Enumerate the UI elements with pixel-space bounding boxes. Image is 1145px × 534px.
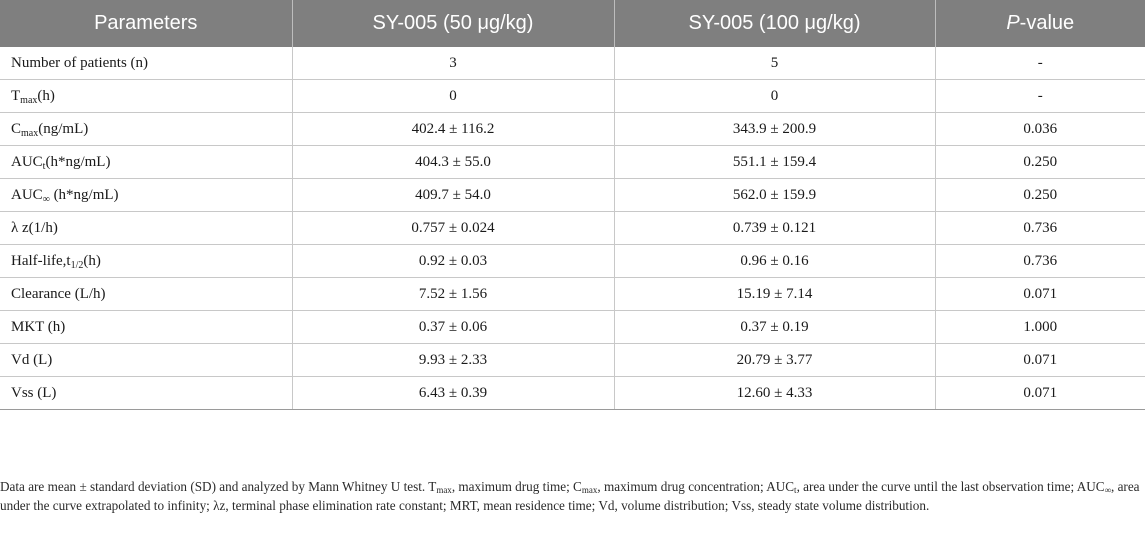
param-subscript: max xyxy=(20,94,38,106)
footnote-text: , maximum drug time; C xyxy=(451,479,582,494)
p-value-cell: - xyxy=(935,79,1145,113)
param-base: AUC xyxy=(11,186,43,203)
table-body: Number of patients (n) 3 5 - Tmax(h) 0 0… xyxy=(0,47,1145,410)
param-cell: AUCt(h*ng/mL) xyxy=(0,145,293,179)
header-dose-50: SY-005 (50 μg/kg) xyxy=(292,0,615,47)
value-100-cell: 562.0 ± 159.9 xyxy=(614,178,936,212)
param-unit: (h) xyxy=(37,87,55,104)
table-footnote: Data are mean ± standard deviation (SD) … xyxy=(0,478,1140,515)
p-value-cell: 0.071 xyxy=(935,277,1145,311)
p-value-cell: 1.000 xyxy=(935,310,1145,344)
param-cell: Tmax(h) xyxy=(0,79,293,113)
value-100-cell: 551.1 ± 159.4 xyxy=(614,145,936,179)
value-100-cell: 0.739 ± 0.121 xyxy=(614,211,936,245)
value-50-cell: 402.4 ± 116.2 xyxy=(292,112,615,146)
value-100-cell: 0 xyxy=(614,79,936,113)
footnote-subscript: max xyxy=(581,485,598,495)
value-50-cell: 0.37 ± 0.06 xyxy=(292,310,615,344)
table-row: Clearance (L/h) 7.52 ± 1.56 15.19 ± 7.14… xyxy=(0,277,1145,311)
p-value-cell: 0.071 xyxy=(935,376,1145,410)
param-cell: MKT (h) xyxy=(0,310,293,344)
value-100-cell: 15.19 ± 7.14 xyxy=(614,277,936,311)
param-cell: Half-life,t1/2(h) xyxy=(0,244,293,278)
p-value-cell: 0.736 xyxy=(935,211,1145,245)
p-value-cell: 0.250 xyxy=(935,145,1145,179)
footnote-subscript: max xyxy=(436,485,452,495)
value-50-cell: 3 xyxy=(292,47,615,80)
value-50-cell: 0.92 ± 0.03 xyxy=(292,244,615,278)
param-subscript: max xyxy=(21,127,39,139)
param-unit: (ng/mL) xyxy=(38,120,89,137)
table-row: Half-life,t1/2(h) 0.92 ± 0.03 0.96 ± 0.1… xyxy=(0,244,1145,278)
value-100-cell: 5 xyxy=(614,47,936,80)
param-cell: Number of patients (n) xyxy=(0,47,293,80)
header-p-value: P-value xyxy=(935,0,1145,47)
table-row: Number of patients (n) 3 5 - xyxy=(0,47,1145,80)
p-suffix: -value xyxy=(1019,12,1075,34)
param-subscript: ∞ xyxy=(42,193,50,205)
p-value-cell: 0.071 xyxy=(935,343,1145,377)
footnote-text: , area under the curve extrapolated to i… xyxy=(0,479,1140,513)
param-unit: (h*ng/mL) xyxy=(45,153,111,170)
param-base: Half-life,t xyxy=(11,252,71,269)
footnote-subscript: ∞ xyxy=(1104,485,1111,495)
p-value-cell: 0.250 xyxy=(935,178,1145,212)
p-value-cell: 0.736 xyxy=(935,244,1145,278)
value-100-cell: 343.9 ± 200.9 xyxy=(614,112,936,146)
p-letter: P xyxy=(1006,12,1020,34)
table-row: AUC∞ (h*ng/mL) 409.7 ± 54.0 562.0 ± 159.… xyxy=(0,178,1145,212)
table-row: AUCt(h*ng/mL) 404.3 ± 55.0 551.1 ± 159.4… xyxy=(0,145,1145,179)
table-header: Parameters SY-005 (50 μg/kg) SY-005 (100… xyxy=(0,0,1145,47)
value-100-cell: 20.79 ± 3.77 xyxy=(614,343,936,377)
value-100-cell: 0.37 ± 0.19 xyxy=(614,310,936,344)
value-100-cell: 12.60 ± 4.33 xyxy=(614,376,936,410)
table-row: Vd (L) 9.93 ± 2.33 20.79 ± 3.77 0.071 xyxy=(0,343,1145,377)
value-50-cell: 0.757 ± 0.024 xyxy=(292,211,615,245)
param-cell: Clearance (L/h) xyxy=(0,277,293,311)
param-cell: λ z(1/h) xyxy=(0,211,293,245)
header-parameters: Parameters xyxy=(0,0,293,47)
value-50-cell: 6.43 ± 0.39 xyxy=(292,376,615,410)
value-50-cell: 409.7 ± 54.0 xyxy=(292,178,615,212)
param-subscript: t xyxy=(42,160,46,172)
param-subscript: 1/2 xyxy=(70,259,84,271)
param-cell: Cmax(ng/mL) xyxy=(0,112,293,146)
table-row: MKT (h) 0.37 ± 0.06 0.37 ± 0.19 1.000 xyxy=(0,310,1145,344)
table-row: λ z(1/h) 0.757 ± 0.024 0.739 ± 0.121 0.7… xyxy=(0,211,1145,245)
table-row: Cmax(ng/mL) 402.4 ± 116.2 343.9 ± 200.9 … xyxy=(0,112,1145,146)
value-50-cell: 9.93 ± 2.33 xyxy=(292,343,615,377)
param-cell: AUC∞ (h*ng/mL) xyxy=(0,178,293,212)
table-row: Tmax(h) 0 0 - xyxy=(0,79,1145,113)
param-base: AUC xyxy=(11,153,43,170)
footnote-subscript: t xyxy=(794,485,797,495)
footnote-text: , area under the curve until the last ob… xyxy=(796,479,1105,494)
header-dose-100: SY-005 (100 μg/kg) xyxy=(614,0,936,47)
p-value-cell: - xyxy=(935,47,1145,80)
footnote-text: Data are mean ± standard deviation (SD) … xyxy=(0,479,437,494)
param-cell: Vd (L) xyxy=(0,343,293,377)
param-unit: (h*ng/mL) xyxy=(49,186,119,203)
footnote-text: , maximum drug concentration; AUC xyxy=(597,479,795,494)
value-50-cell: 7.52 ± 1.56 xyxy=(292,277,615,311)
pk-parameters-table: Parameters SY-005 (50 μg/kg) SY-005 (100… xyxy=(0,0,1145,410)
value-100-cell: 0.96 ± 0.16 xyxy=(614,244,936,278)
param-unit: (h) xyxy=(83,252,101,269)
value-50-cell: 0 xyxy=(292,79,615,113)
p-value-cell: 0.036 xyxy=(935,112,1145,146)
param-cell: Vss (L) xyxy=(0,376,293,410)
param-base: C xyxy=(11,120,22,137)
value-50-cell: 404.3 ± 55.0 xyxy=(292,145,615,179)
param-base: T xyxy=(11,87,21,104)
table-row: Vss (L) 6.43 ± 0.39 12.60 ± 4.33 0.071 xyxy=(0,376,1145,410)
